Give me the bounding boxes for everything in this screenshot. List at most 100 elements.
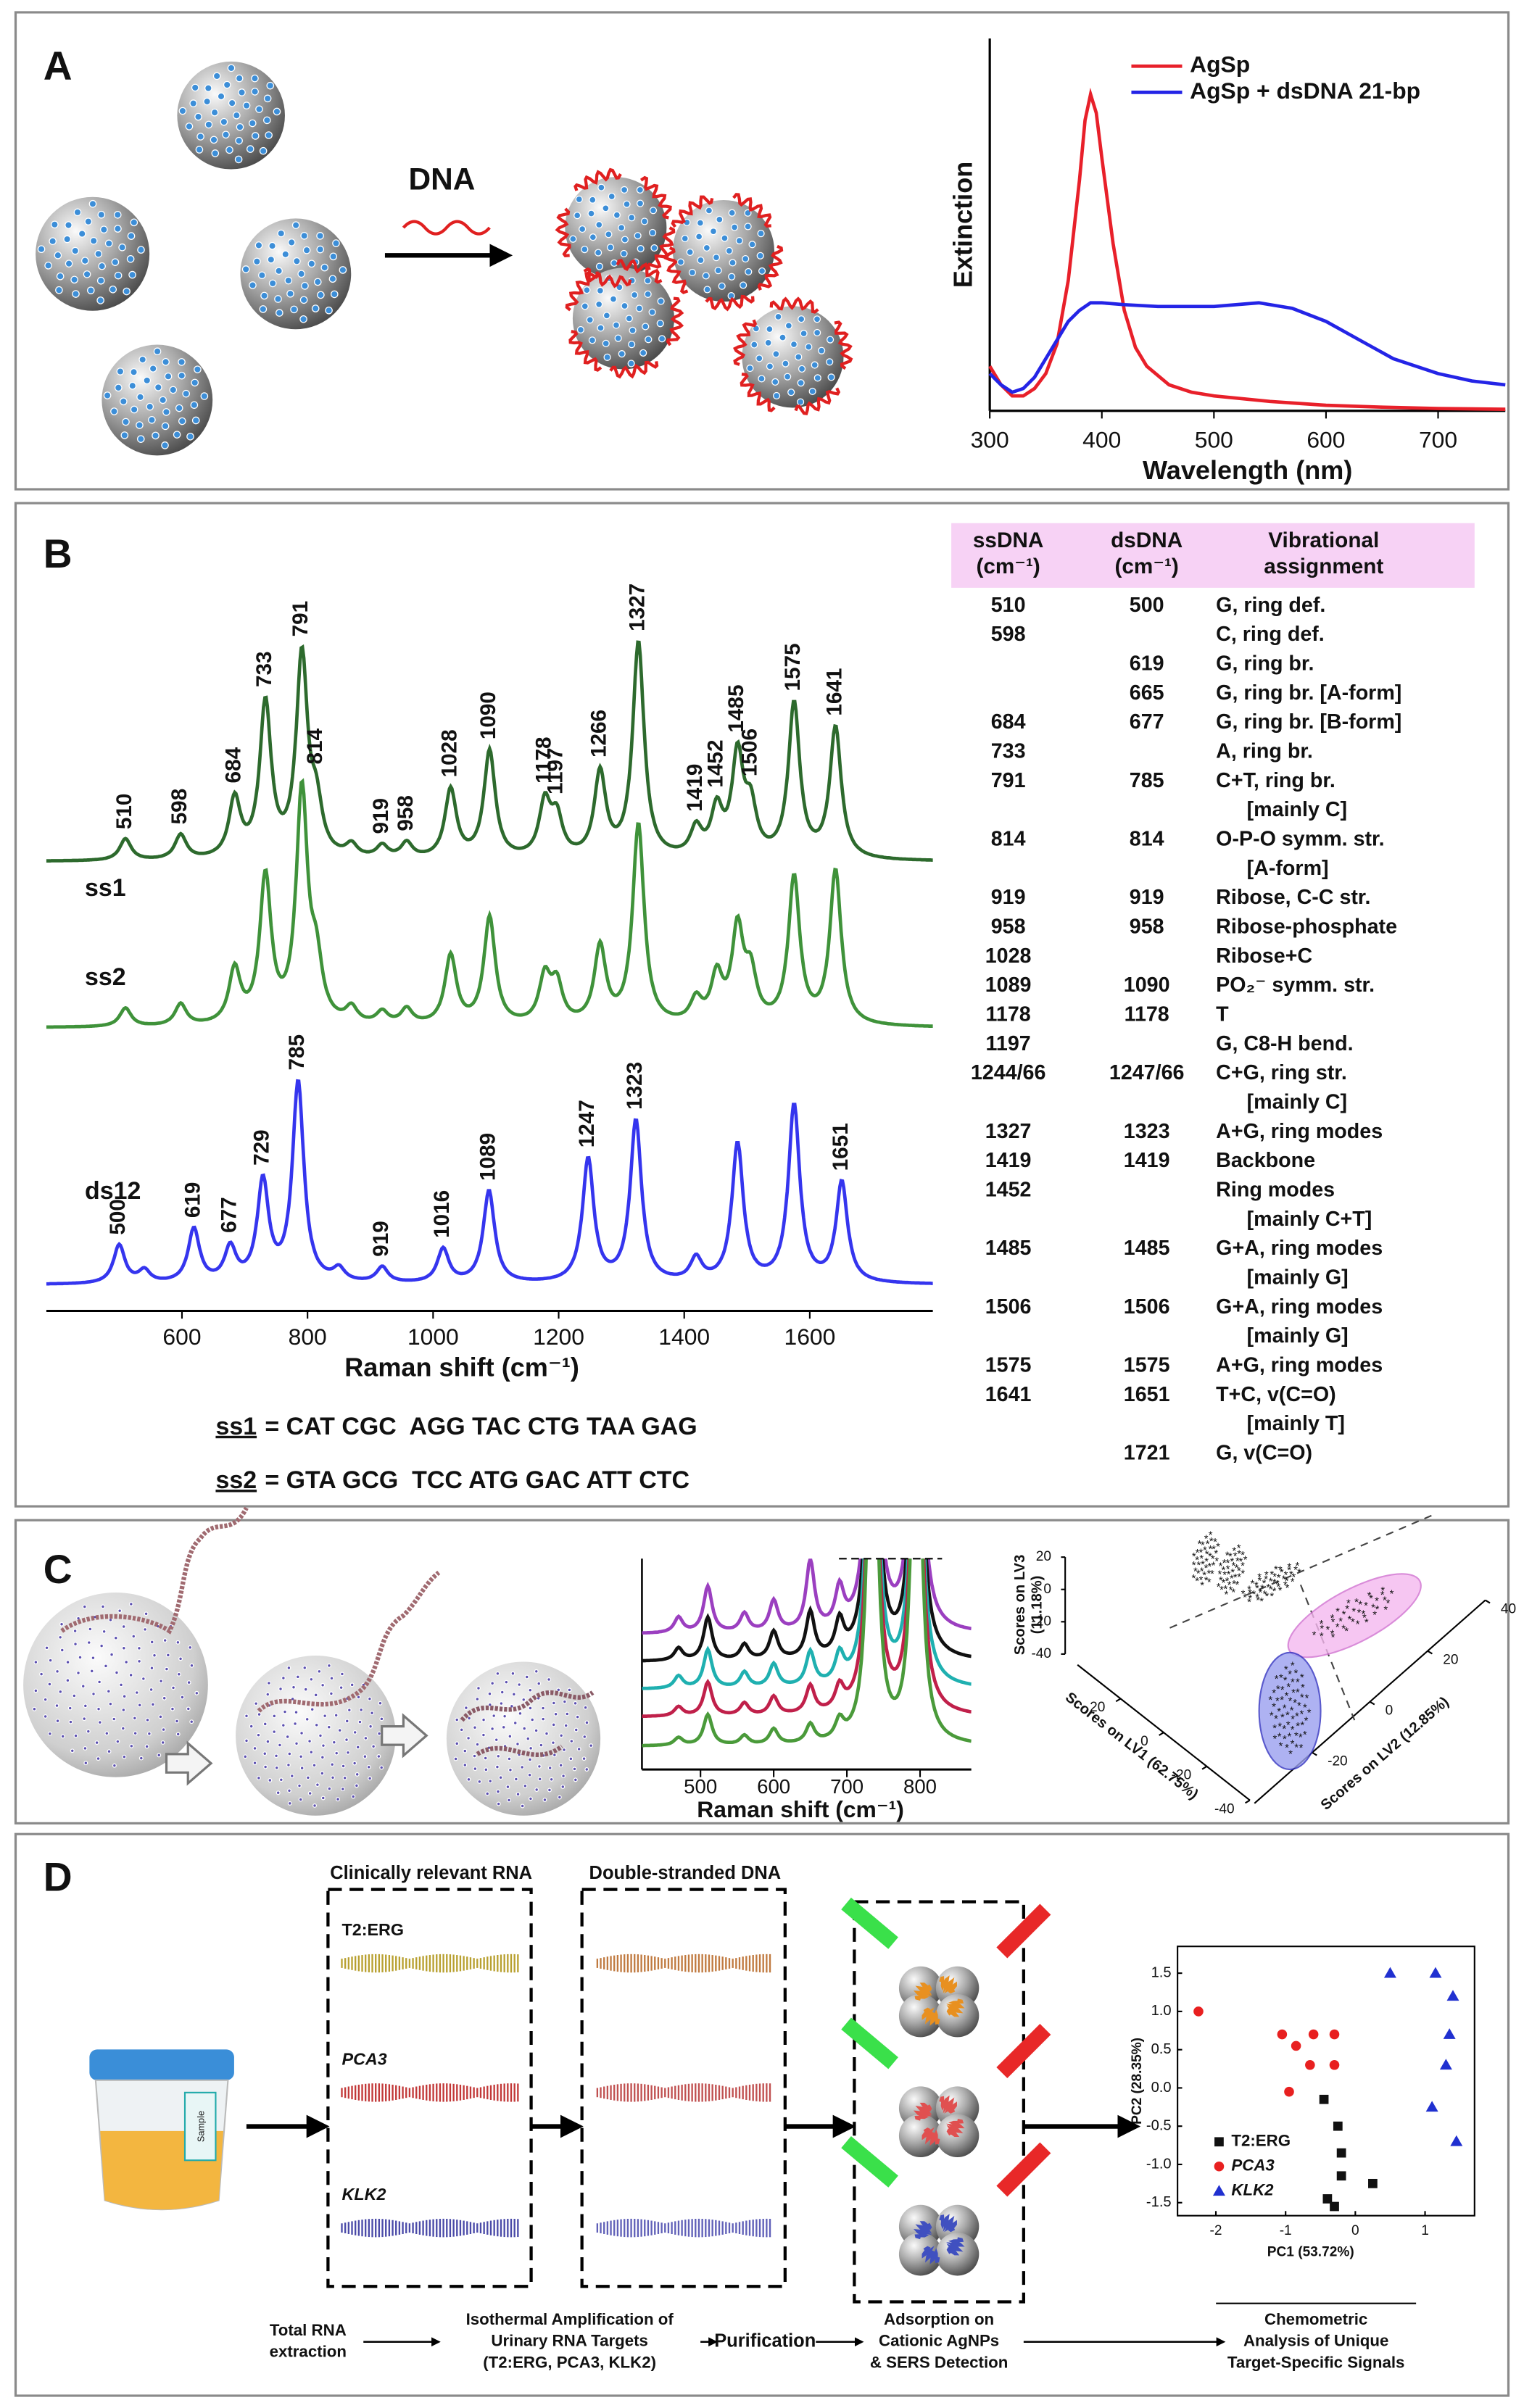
- x-tick-label: 1400: [658, 1324, 710, 1350]
- surface-dot: [553, 1711, 558, 1716]
- cluster-point: *: [1293, 1565, 1298, 1577]
- x-tick-label: 300: [971, 427, 1009, 453]
- cluster-point: *: [1290, 1705, 1294, 1716]
- surface-dot: [745, 267, 753, 276]
- dashed-box: [853, 1900, 1025, 2304]
- surface-dot: [113, 210, 122, 219]
- surface-dot: [826, 358, 834, 366]
- cluster-point: *: [1264, 1574, 1268, 1586]
- surface-dot: [455, 1741, 460, 1746]
- surface-dot: [299, 1754, 304, 1759]
- surface-dot: [702, 272, 710, 280]
- surface-dot: [55, 1719, 60, 1724]
- surface-dot: [303, 1687, 308, 1692]
- surface-dot: [625, 315, 633, 323]
- dna-strand: [914, 2102, 932, 2121]
- dna-strand: [583, 267, 632, 288]
- cluster-point: *: [1345, 1604, 1349, 1616]
- surface-dot: [501, 1724, 506, 1730]
- cluster-point: *: [1380, 1585, 1385, 1597]
- dna-strand: [646, 226, 676, 270]
- cluster-point: *: [1200, 1580, 1204, 1592]
- spectrum-name: ss2: [85, 963, 126, 991]
- surface-dot: [371, 1744, 376, 1749]
- surface-dot: [88, 199, 97, 208]
- cluster-point: *: [1275, 1696, 1280, 1708]
- cluster-point: *: [1283, 1734, 1287, 1745]
- cluster-point: *: [1367, 1590, 1372, 1602]
- surface-dot: [731, 223, 739, 231]
- surface-dot: [612, 321, 621, 329]
- surface-dot: [755, 354, 763, 362]
- x-axis-title: Raman shift (cm⁻¹): [697, 1796, 904, 1822]
- surface-dot: [104, 1731, 109, 1736]
- surface-dot: [347, 1708, 352, 1713]
- surface-dot: [340, 1787, 345, 1792]
- surface-dot: [244, 1738, 249, 1743]
- surface-dot: [573, 1777, 578, 1782]
- surface-dot: [645, 336, 653, 344]
- surface-dot: [453, 1756, 458, 1761]
- surface-dot: [265, 1739, 270, 1744]
- dna-strand: [663, 246, 689, 294]
- surface-dot: [795, 353, 803, 361]
- tick-label: 0: [1140, 1734, 1148, 1749]
- surface-dot: [569, 1739, 574, 1743]
- surface-dot: [91, 1656, 96, 1661]
- surface-dot: [487, 1702, 492, 1707]
- tick-label: 40: [1501, 1601, 1516, 1616]
- surface-dot: [534, 1728, 539, 1733]
- cluster-point: *: [1268, 1695, 1272, 1706]
- surface-dot: [186, 1680, 191, 1685]
- cluster-point: *: [1331, 1632, 1335, 1644]
- cluster-point: *: [1237, 1548, 1241, 1560]
- cluster-point: *: [1243, 1593, 1247, 1604]
- surface-dot: [149, 1666, 154, 1671]
- surface-dot: [196, 133, 204, 141]
- surface-dot: [114, 1670, 119, 1675]
- nanoparticle: [102, 344, 213, 456]
- y-axis-title: Extinction: [948, 162, 978, 288]
- surface-dot: [483, 1756, 488, 1761]
- cluster-point: *: [1357, 1607, 1362, 1619]
- surface-dot: [274, 1753, 279, 1759]
- step-label: Urinary RNA Targets: [491, 2332, 648, 2350]
- nanoparticle: [240, 218, 352, 330]
- surface-dot: [463, 1763, 468, 1767]
- cluster-point: *: [1300, 1672, 1304, 1684]
- cluster-point: *: [1219, 1585, 1224, 1596]
- x-tick-label: 600: [1306, 427, 1345, 453]
- surface-dot: [310, 1707, 315, 1712]
- surface-dot: [54, 251, 62, 260]
- cluster-point: *: [1291, 1724, 1295, 1736]
- surface-dot: [779, 333, 787, 341]
- spectrum: [642, 1558, 972, 1718]
- surface-dot: [204, 120, 213, 129]
- surface-dot: [281, 250, 290, 259]
- cluster-point: *: [1214, 1556, 1219, 1568]
- cluster-point: *: [1284, 1664, 1288, 1676]
- surface-dot: [94, 249, 103, 258]
- table-cell: 1485: [1124, 1237, 1170, 1260]
- table-cell: Backbone: [1216, 1149, 1315, 1172]
- cluster-point: *: [1195, 1576, 1199, 1587]
- x-tick-label: -2: [1210, 2223, 1222, 2238]
- surface-dot: [649, 228, 657, 237]
- surface-dot: [312, 1763, 317, 1768]
- surface-dot: [291, 221, 300, 229]
- surface-dot: [721, 234, 729, 242]
- y-tick-label: 0.0: [1151, 2080, 1172, 2096]
- surface-dot: [249, 1724, 254, 1729]
- peak-label: 510: [112, 794, 136, 830]
- surface-dot: [329, 1676, 334, 1681]
- surface-dot: [108, 1701, 113, 1706]
- surface-dot: [602, 312, 610, 320]
- legend-marker: [1214, 2161, 1225, 2172]
- cluster-point: *: [1303, 1730, 1307, 1741]
- surface-dot: [212, 72, 221, 80]
- surface-dot: [379, 1716, 384, 1722]
- nanoparticle: [36, 196, 150, 311]
- surface-dot: [517, 1682, 522, 1687]
- cluster-point: *: [1192, 1560, 1196, 1572]
- surface-dot: [595, 300, 603, 308]
